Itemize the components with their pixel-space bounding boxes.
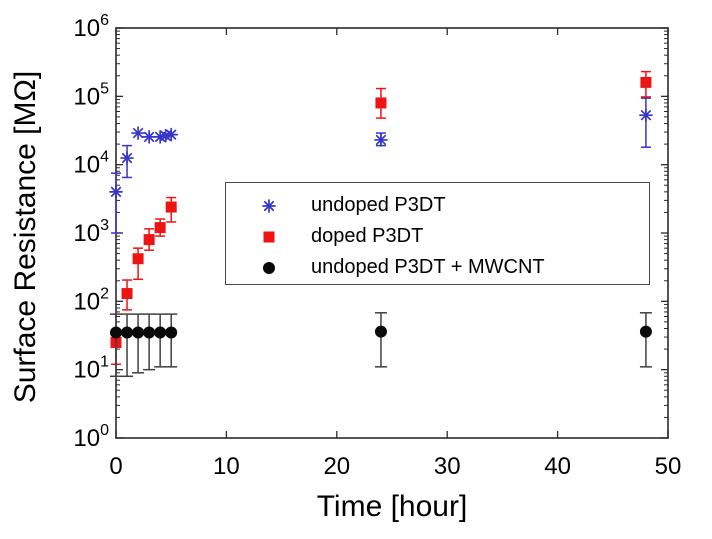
data-point-marker: [132, 253, 144, 265]
data-point-marker: [262, 198, 276, 213]
data-point-marker: [374, 325, 387, 338]
data-point-marker: [263, 261, 275, 274]
x-tick-label: 0: [109, 453, 122, 480]
data-point-marker: [109, 185, 123, 199]
legend-item: undoped P3DT + MWCNT: [226, 252, 649, 283]
legend: undoped P3DT doped P3DT undoped P3DT + M…: [225, 182, 650, 285]
data-point-marker: [639, 325, 652, 338]
data-point-marker: [121, 288, 133, 300]
x-tick-label: 40: [544, 453, 571, 480]
data-point-marker: [165, 201, 177, 213]
data-point-marker: [374, 133, 388, 147]
y-tick-label: 106: [73, 12, 109, 42]
data-point-marker: [132, 326, 145, 339]
data-point-marker: [131, 126, 145, 140]
legend-label: undoped P3DT: [311, 194, 446, 216]
legend-item: doped P3DT: [226, 221, 649, 252]
data-point-marker: [154, 222, 166, 234]
y-axis-ticks: 100 101 102 103 104 105 106: [73, 12, 668, 452]
circle-marker-icon: [263, 261, 275, 274]
data-point-marker: [263, 231, 275, 242]
series-undoped-p3dt: [109, 97, 653, 234]
y-tick-label: 102: [73, 285, 109, 315]
y-tick-label: 104: [73, 149, 109, 179]
x-axis-ticks: 0 10 20 30 40 50: [109, 28, 681, 480]
data-point-marker: [142, 130, 156, 144]
data-point-marker: [375, 97, 387, 109]
legend-label: doped P3DT: [311, 225, 424, 247]
data-point-marker: [120, 151, 134, 165]
data-point-marker: [110, 326, 122, 339]
legend-item: undoped P3DT: [226, 190, 649, 221]
data-point-marker: [121, 326, 134, 339]
asterisk-marker-icon: [262, 198, 276, 213]
data-point-marker: [164, 127, 179, 142]
y-tick-label: 100: [73, 422, 109, 452]
data-point-marker: [143, 234, 155, 246]
square-marker-icon: [263, 231, 275, 242]
x-tick-label: 20: [323, 453, 350, 480]
x-tick-label: 10: [213, 453, 240, 480]
data-point-marker: [639, 108, 653, 123]
legend-label: undoped P3DT + MWCNT: [311, 256, 545, 278]
series-undoped-p3dt-mwcnt: [110, 312, 652, 378]
data-point-marker: [640, 76, 652, 88]
y-tick-label: 105: [73, 80, 109, 110]
data-point-marker: [154, 326, 167, 339]
y-tick-label: 101: [73, 354, 109, 384]
x-tick-label: 50: [655, 453, 682, 480]
data-point-marker: [165, 326, 178, 339]
x-axis-label: Time [hour]: [316, 490, 468, 523]
y-tick-label: 103: [73, 217, 109, 247]
x-tick-label: 30: [434, 453, 461, 480]
data-point-marker: [143, 326, 156, 339]
y-axis-label: Surface Resistance [MΩ]: [9, 70, 42, 404]
